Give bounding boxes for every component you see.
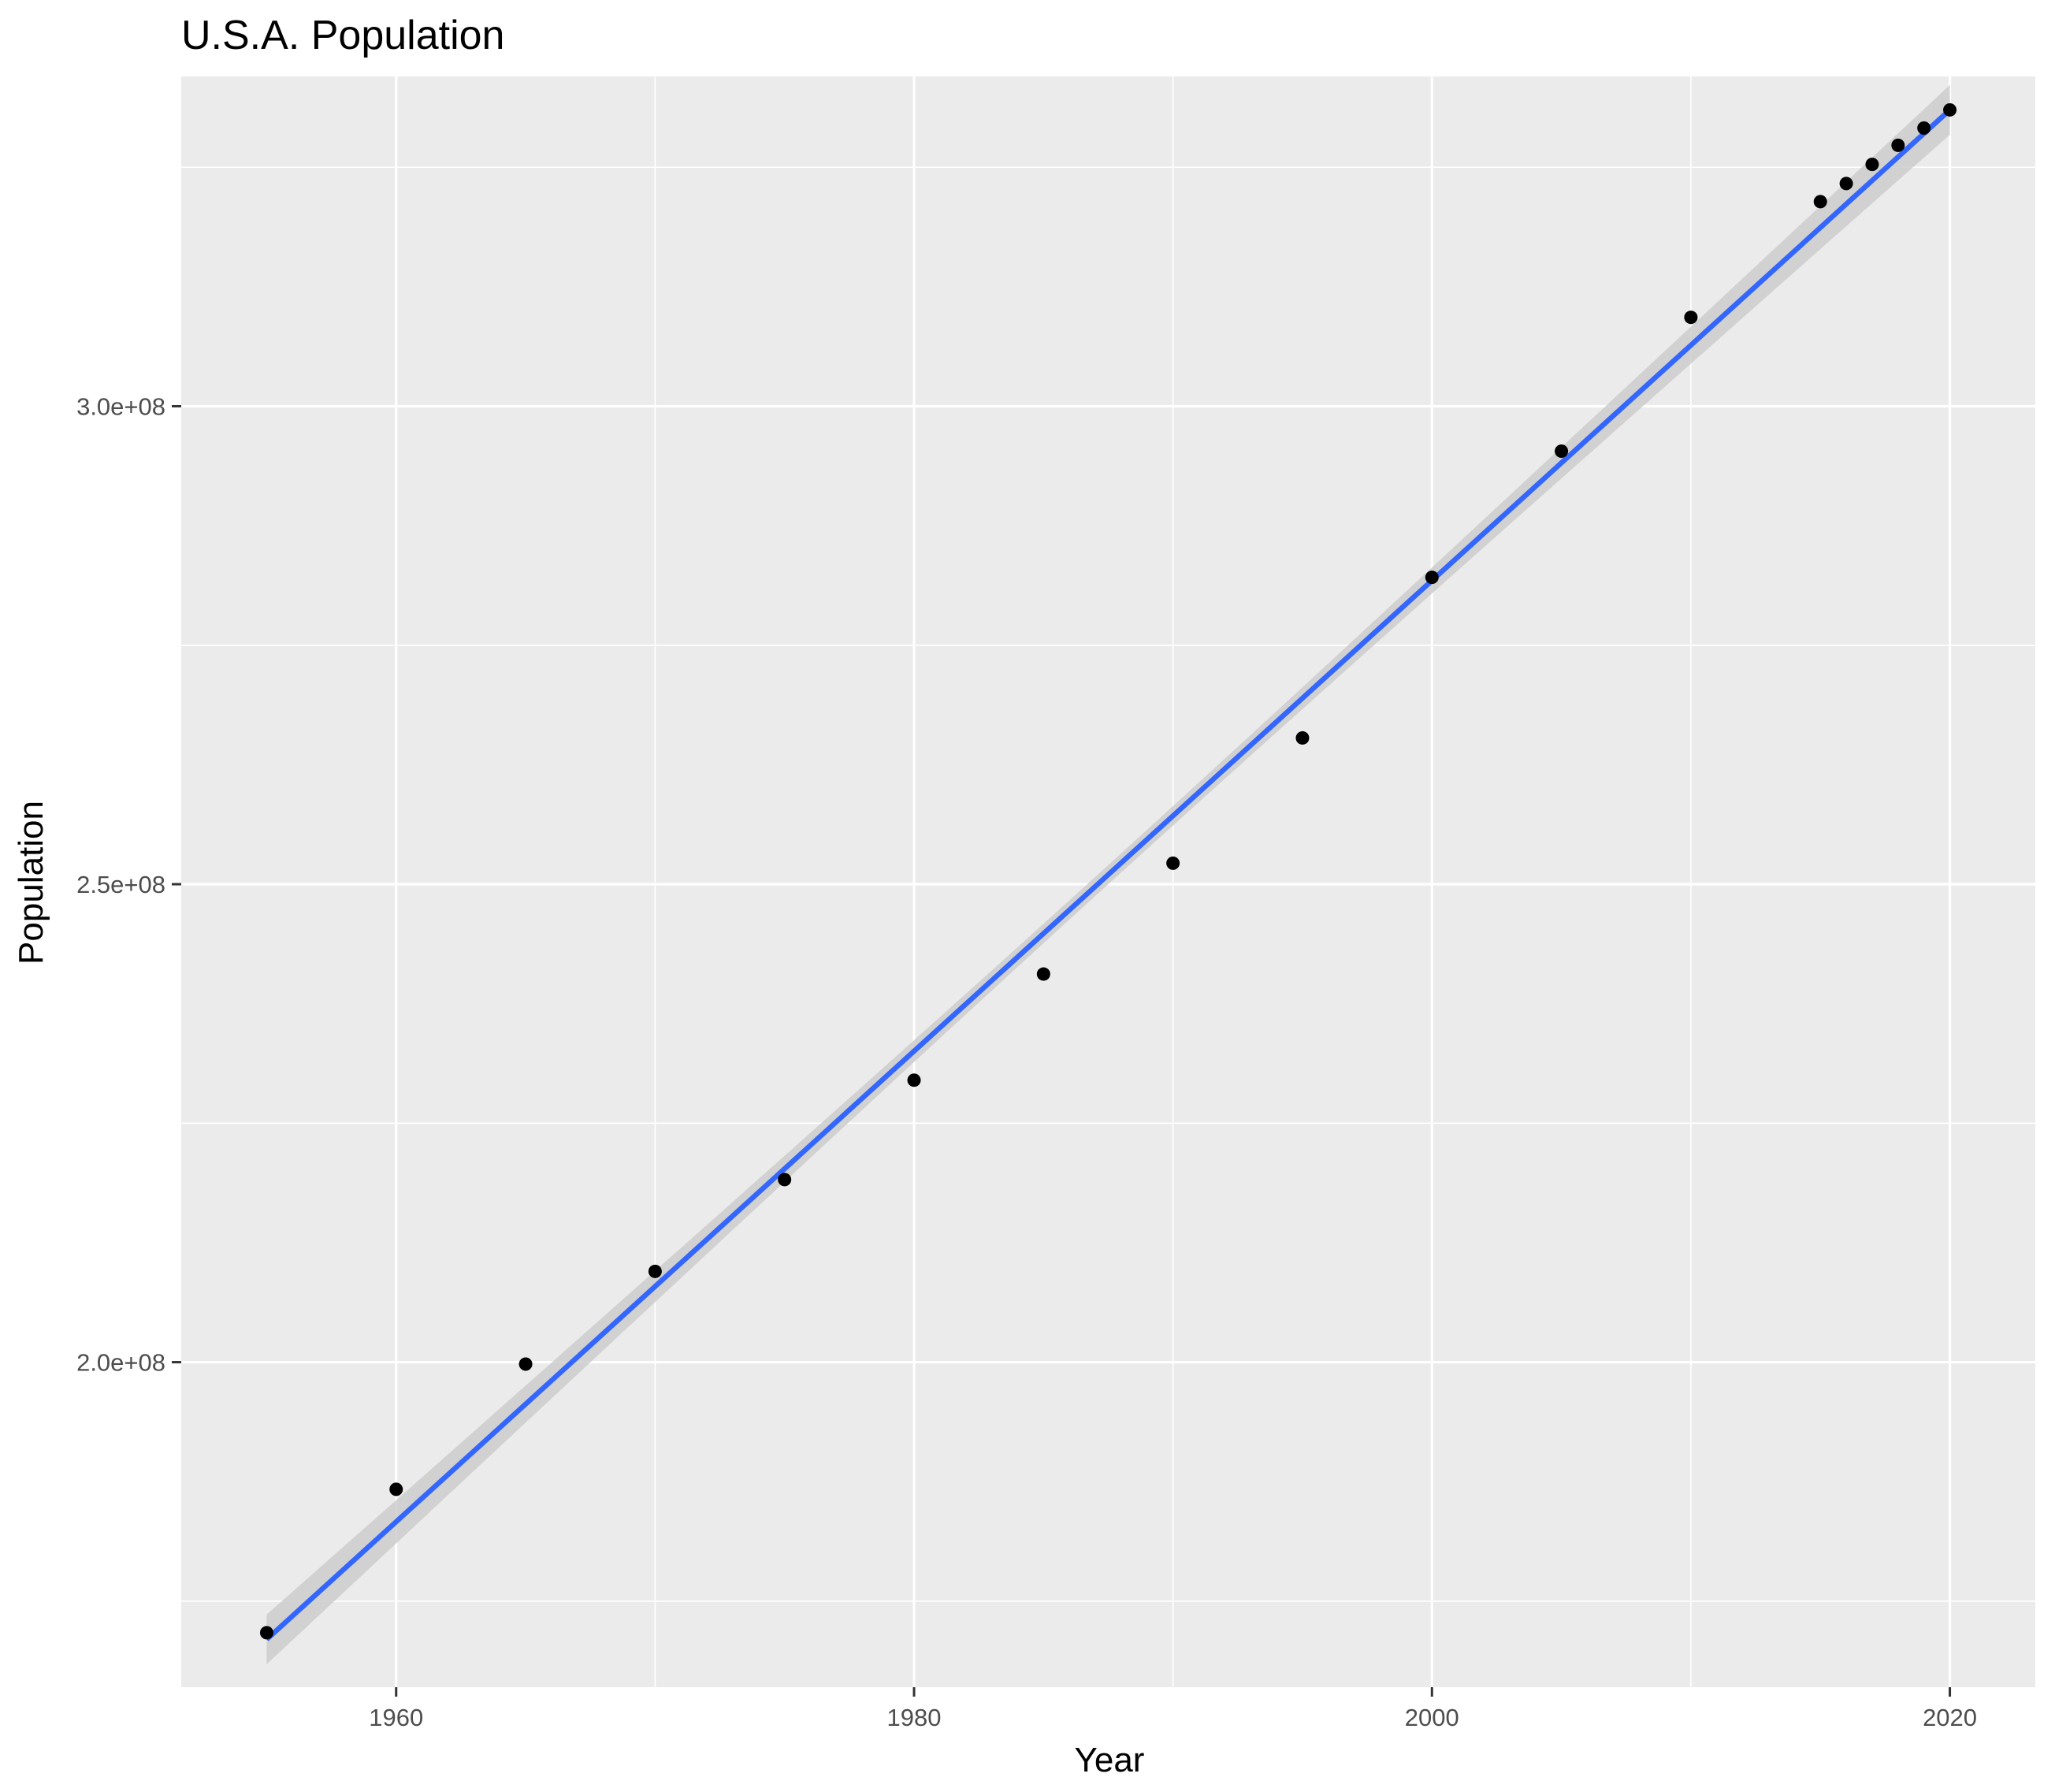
trend-line-layer xyxy=(265,108,1952,1641)
data-point xyxy=(1555,444,1569,459)
data-point xyxy=(259,1626,273,1640)
data-point xyxy=(1891,138,1905,152)
data-point xyxy=(389,1482,403,1496)
y-tick-label: 2.0e+08 xyxy=(76,1349,165,1377)
x-axis-title: Year xyxy=(1075,1741,1145,1779)
x-axis: 1960 1980 2000 2020 xyxy=(369,1687,1977,1731)
x-tick-label: 2000 xyxy=(1405,1704,1459,1731)
data-point xyxy=(778,1173,792,1187)
chart-title: U.S.A. Population xyxy=(181,13,504,58)
x-tick-label: 1960 xyxy=(369,1704,423,1731)
data-point xyxy=(1684,310,1698,325)
data-point xyxy=(1425,571,1439,585)
data-point xyxy=(1865,158,1879,172)
data-point xyxy=(1917,121,1931,136)
data-point xyxy=(1813,195,1827,209)
data-point xyxy=(1295,731,1310,745)
data-point xyxy=(1943,102,1957,117)
data-point xyxy=(907,1073,921,1087)
x-tick-label: 2020 xyxy=(1923,1704,1977,1731)
data-point xyxy=(1166,856,1180,870)
y-tick-label: 3.0e+08 xyxy=(76,393,165,421)
major-gridlines xyxy=(181,76,2035,1687)
data-points xyxy=(259,102,1957,1640)
data-point xyxy=(1839,177,1853,191)
x-tick-label: 1980 xyxy=(887,1704,942,1731)
y-tick-label: 2.5e+08 xyxy=(76,871,165,898)
trend-line xyxy=(265,108,1952,1641)
data-point xyxy=(648,1264,662,1278)
data-point xyxy=(518,1357,533,1371)
y-axis: 2.0e+08 2.5e+08 3.0e+08 xyxy=(76,393,181,1377)
data-point xyxy=(1036,967,1050,981)
y-axis-title: Population xyxy=(12,801,50,965)
